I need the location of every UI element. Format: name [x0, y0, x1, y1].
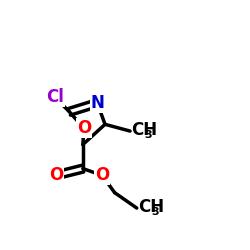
Text: N: N — [90, 94, 104, 112]
Text: CH: CH — [138, 198, 164, 216]
Text: CH: CH — [131, 121, 157, 139]
Text: 3: 3 — [144, 130, 152, 140]
Text: O: O — [95, 166, 109, 184]
Text: Cl: Cl — [46, 88, 64, 106]
Text: O: O — [77, 119, 91, 137]
Text: 3: 3 — [151, 206, 159, 216]
Text: O: O — [49, 166, 63, 184]
